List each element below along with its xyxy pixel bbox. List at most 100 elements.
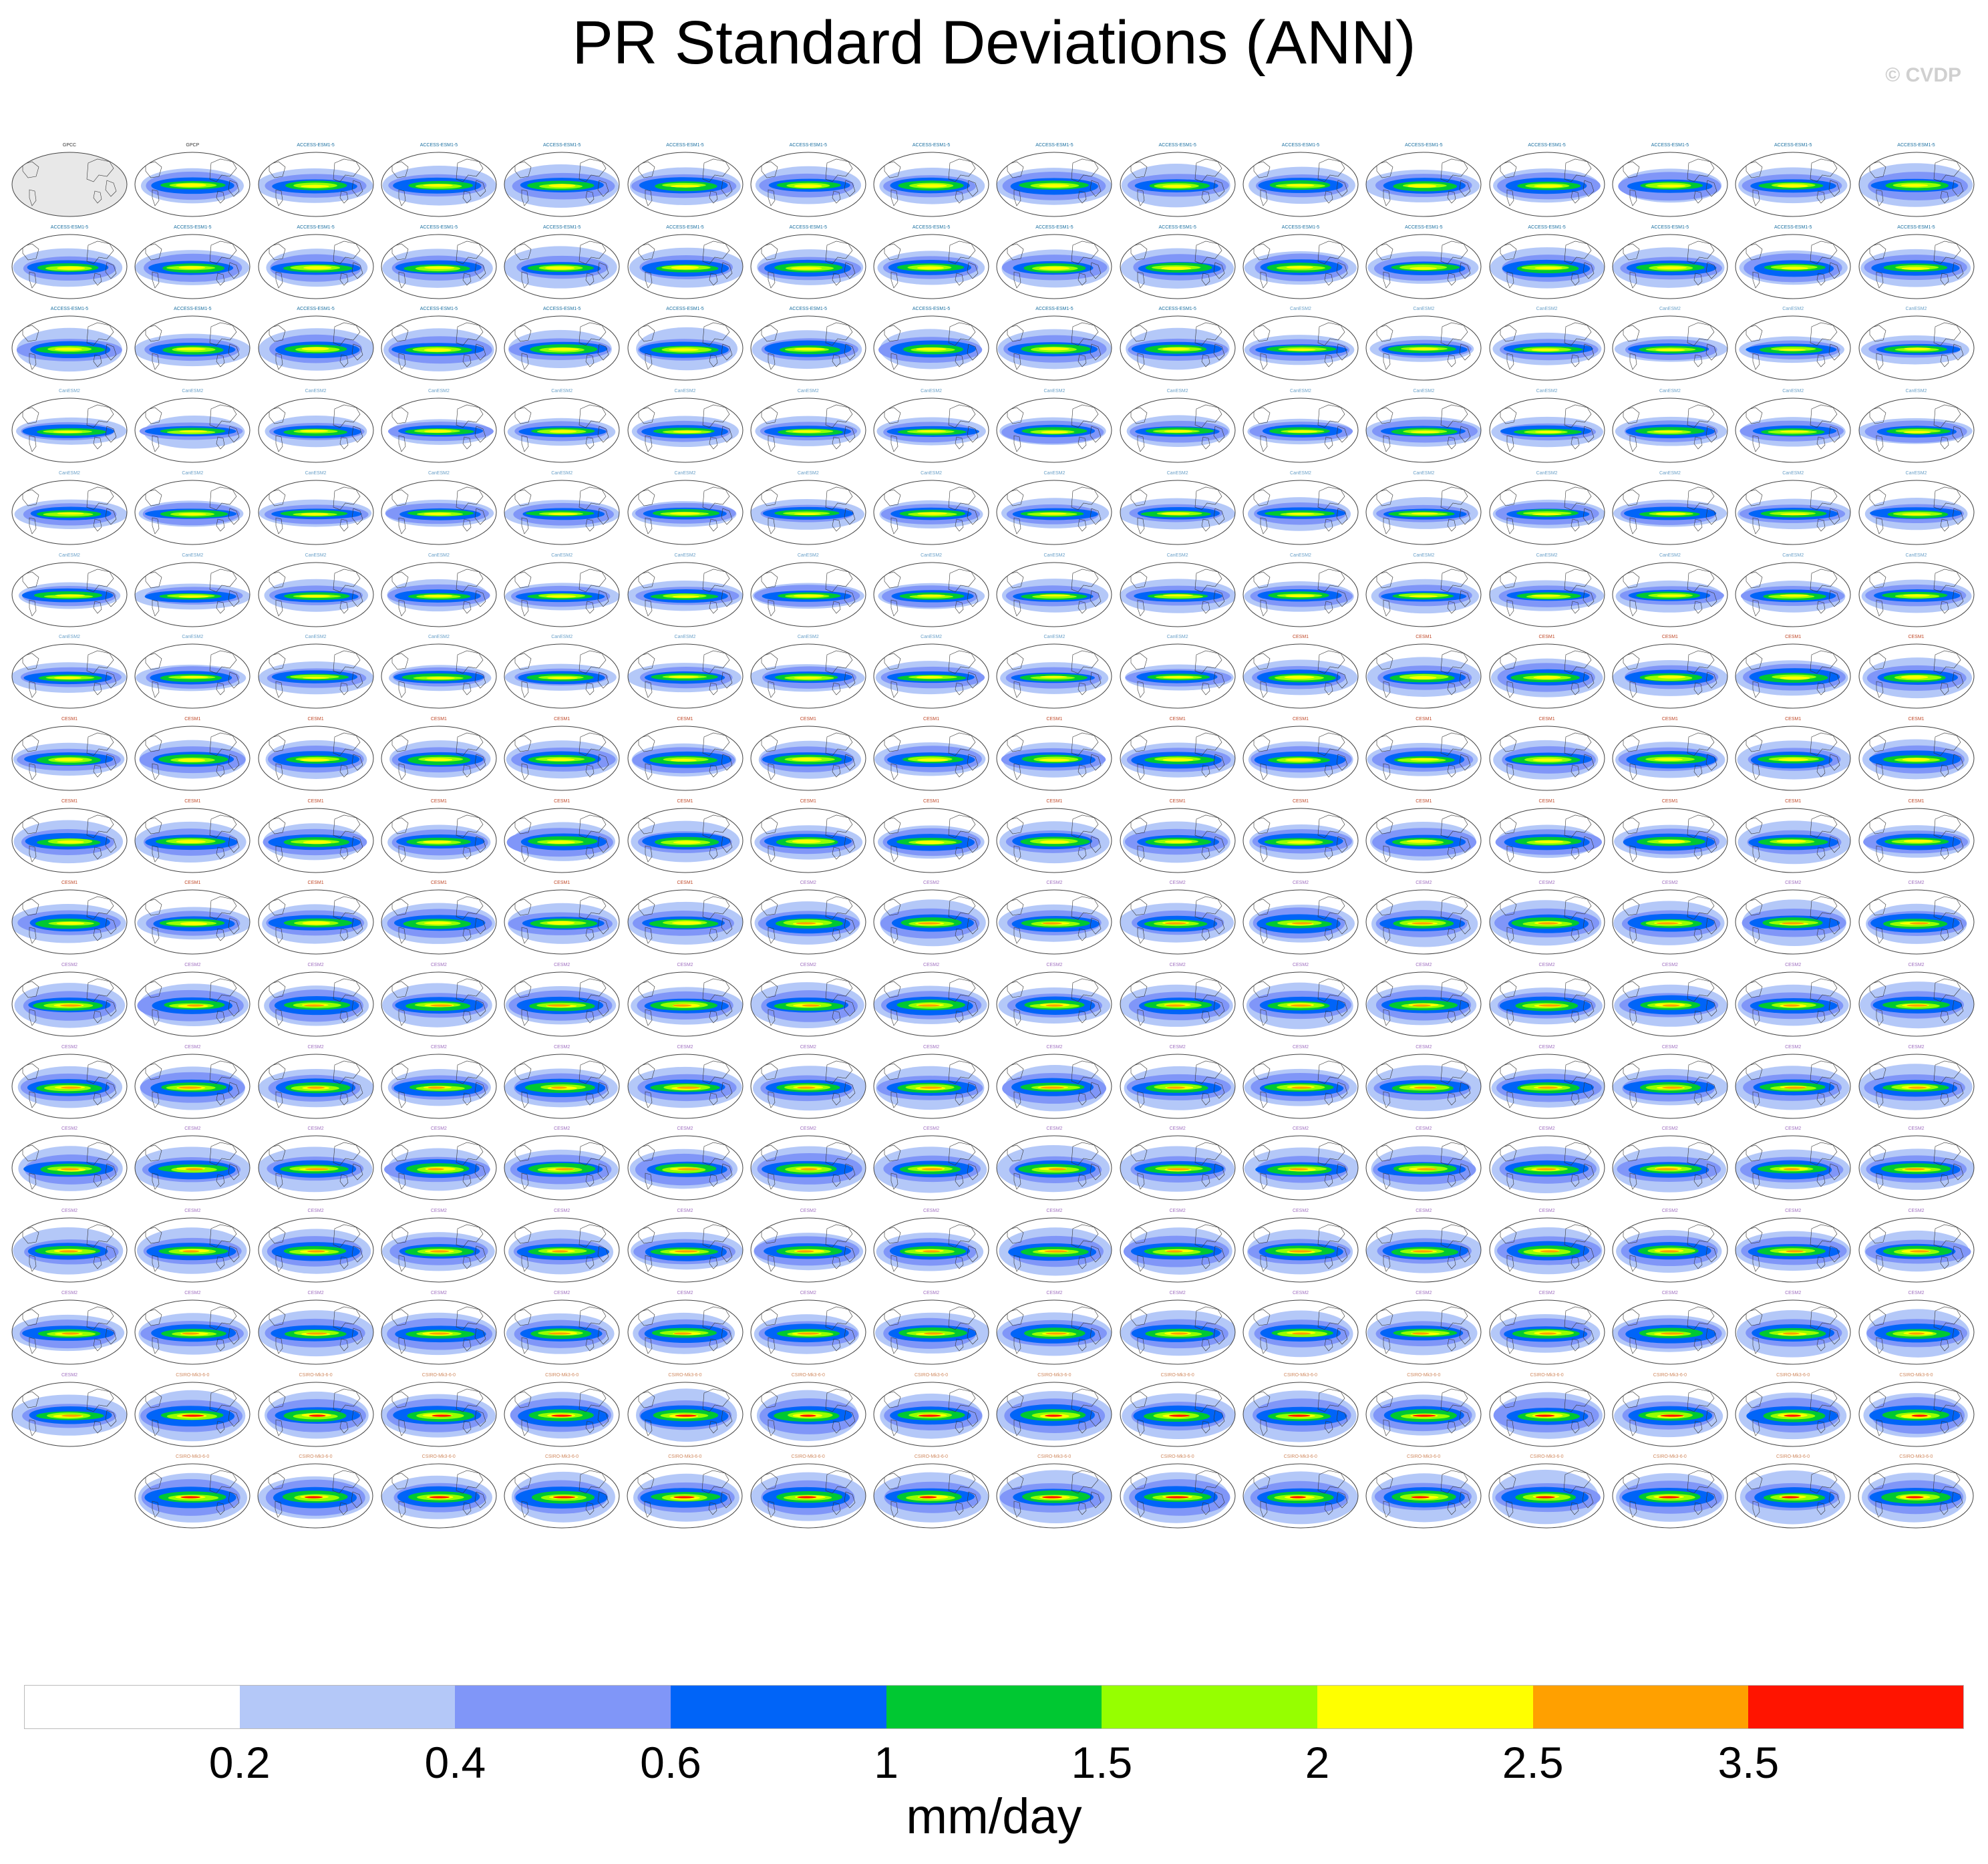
map-panel: CanESM2: [994, 552, 1114, 631]
panel-title: CSIRO-Mk3-6-0: [791, 1372, 825, 1378]
map-panel: CESM1: [1610, 716, 1730, 794]
panel-title: ACCESS-ESM1-5: [174, 307, 212, 312]
world-map: [1120, 315, 1236, 381]
map-panel: CESM2: [1733, 1044, 1853, 1122]
panel-header: ACCESS-ESM1-5: [1610, 224, 1730, 233]
map-panel: CESM2: [994, 1289, 1114, 1368]
coastline: [1007, 569, 1102, 617]
precip-max-contour: [1291, 922, 1313, 925]
world-map: [750, 398, 866, 463]
world-map: [1612, 1054, 1728, 1119]
colorbar-cell: [1748, 1685, 1965, 1729]
panel-header: ACCESS-ESM1-5: [1856, 224, 1977, 233]
map-panel: CanESM2: [748, 552, 868, 631]
world-map: [1365, 1382, 1482, 1446]
coastline: [391, 241, 486, 289]
coastline: [1869, 569, 1963, 617]
world-map: [11, 234, 128, 299]
precip-contour: [178, 595, 209, 598]
world-map: [504, 1299, 620, 1365]
map-panel: CESM1: [132, 879, 253, 958]
precip-contour: [1411, 431, 1440, 434]
world-map: [1489, 1299, 1605, 1365]
map-panel: CESM1: [871, 716, 991, 794]
world-map: [873, 889, 989, 955]
precip-contour: [1534, 840, 1564, 843]
world-map: [1858, 808, 1974, 873]
precip-contour: [1657, 594, 1686, 597]
panel-title: CESM1: [1661, 635, 1678, 640]
world-map: [134, 726, 251, 791]
panel-header: ACCESS-ESM1-5: [256, 224, 376, 233]
panel-title: CanESM2: [428, 553, 450, 558]
precip-contour: [1778, 758, 1809, 762]
world-map: [1858, 643, 1974, 709]
precip-contour: [55, 593, 86, 597]
coastline: [1869, 241, 1963, 289]
map-panel: CESM1: [132, 798, 253, 877]
panel-title: CESM2: [1169, 963, 1186, 967]
panel-title: CESM2: [430, 1209, 447, 1214]
world-map: [381, 1135, 497, 1201]
world-map: [1858, 1382, 1974, 1446]
map-border: [1489, 152, 1605, 217]
map-panel: CanESM2: [1487, 305, 1607, 384]
world-map: [750, 1382, 866, 1446]
colorbar-tick-label: 1.5: [1071, 1738, 1133, 1787]
world-map: [996, 152, 1112, 217]
map-panel: CESM2: [1118, 879, 1238, 958]
panel-header: CanESM2: [1733, 470, 1853, 479]
precip-max-contour: [1658, 1496, 1680, 1499]
precip-contour: [1039, 184, 1070, 188]
world-map: [1612, 726, 1728, 791]
world-map: [1365, 480, 1482, 545]
world-map: [996, 726, 1112, 791]
panel-title: CSIRO-Mk3-6-0: [1530, 1372, 1564, 1378]
panel-title: CanESM2: [1166, 553, 1188, 558]
map-panel: ACCESS-ESM1-5: [1856, 224, 1977, 303]
map-border: [627, 398, 743, 463]
precip-max-contour: [59, 1004, 82, 1007]
map-panel: CESM1: [625, 879, 746, 958]
precip-contour: [180, 922, 208, 926]
panel-header: ACCESS-ESM1-5: [379, 305, 499, 315]
world-map: [1120, 726, 1236, 791]
world-map: [258, 1217, 374, 1283]
precip-contour: [301, 512, 329, 516]
panel-title: CESM2: [677, 1209, 693, 1214]
world-map: [873, 643, 989, 709]
map-border: [1242, 315, 1359, 381]
precip-contour: [548, 184, 576, 188]
panel-header: CanESM2: [871, 470, 991, 479]
map-panel: CESM2: [502, 1044, 622, 1122]
map-border: [11, 398, 128, 463]
panel-title: CESM2: [923, 1044, 940, 1050]
precip-contour: [1409, 595, 1438, 597]
panel-title: CanESM2: [674, 470, 696, 476]
world-map: [134, 234, 251, 299]
colorbar-tick-label: 0.6: [640, 1738, 701, 1787]
precip-contour: [54, 676, 81, 679]
world-map: [1612, 152, 1728, 217]
world-map: [11, 480, 128, 545]
world-map: [1612, 971, 1728, 1037]
precip-contour: [1531, 349, 1560, 351]
map-panel: CSIRO-Mk3-6-0: [256, 1372, 376, 1450]
map-border: [1612, 480, 1728, 545]
world-map: [1242, 889, 1359, 955]
panel-title: CanESM2: [59, 389, 80, 394]
precip-max-contour: [919, 1496, 937, 1499]
panel-header: ACCESS-ESM1-5: [379, 224, 499, 233]
panel-header: ACCESS-ESM1-5: [1363, 224, 1484, 233]
panel-title: CESM2: [1292, 881, 1309, 886]
world-map: [11, 315, 128, 381]
world-map: [1365, 971, 1482, 1037]
map-border: [1242, 398, 1359, 463]
panel-title: CSIRO-Mk3-6-0: [1037, 1372, 1071, 1378]
map-panel: CESM2: [1733, 961, 1853, 1040]
world-map: [381, 1299, 497, 1365]
precip-contour: [673, 430, 701, 434]
map-panel: ACCESS-ESM1-5: [1363, 142, 1484, 220]
precip-max-contour: [185, 1168, 204, 1171]
world-map: [873, 1382, 989, 1446]
